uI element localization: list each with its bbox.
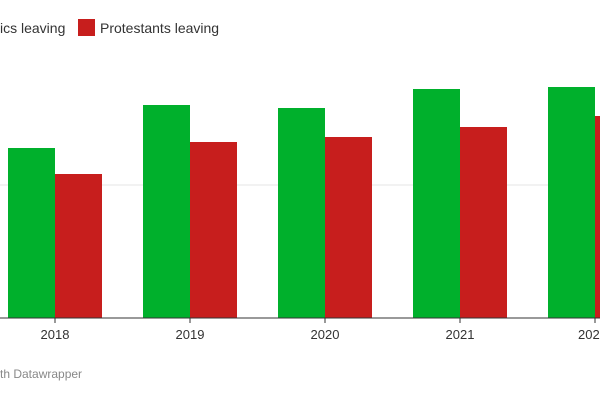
bar-catholics-2020 [278,108,325,318]
legend-swatch-protestants [78,19,95,36]
x-tick-label: 2021 [446,327,475,342]
bar-catholics-2021 [413,89,460,318]
bars-layer [8,87,600,318]
x-tick-label: 2019 [176,327,205,342]
x-axis-ticks: 2018 2019 2020 2021 202 [41,318,600,342]
x-tick-label: 2018 [41,327,70,342]
bar-protestants-2021 [460,127,507,318]
x-tick-label: 2020 [311,327,340,342]
chart-credit: th Datawrapper [0,367,82,381]
legend-label-protestants: Protestants leaving [100,20,219,36]
legend-label-catholics: ics leaving [0,20,65,36]
legend: ics leaving Protestants leaving [0,19,219,36]
bar-catholics-2018 [8,148,55,318]
bar-catholics-2019 [143,105,190,318]
bar-protestants-2020 [325,137,372,318]
bar-protestants-2019 [190,142,237,318]
x-tick-label: 202 [578,327,600,342]
bar-protestants-2022 [595,116,600,318]
bar-catholics-2022 [548,87,595,318]
bar-protestants-2018 [55,174,102,318]
